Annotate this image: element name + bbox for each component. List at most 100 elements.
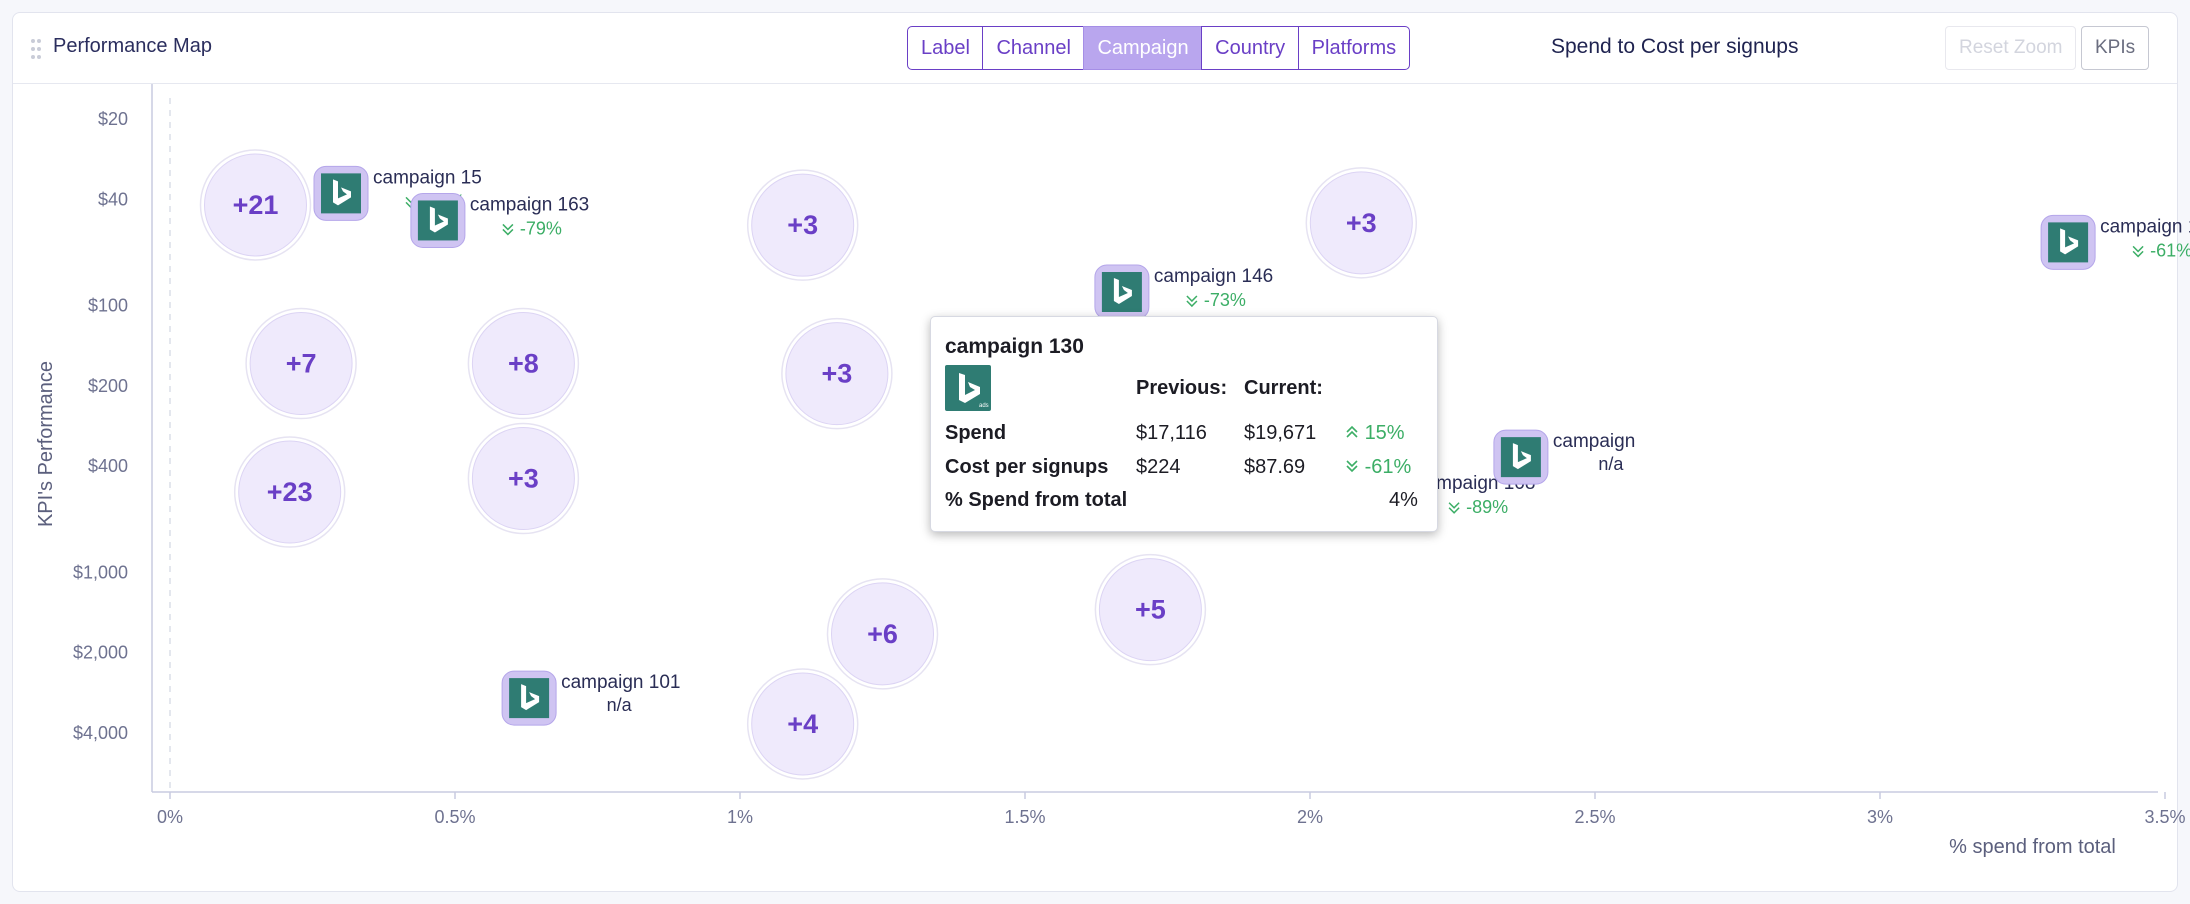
cluster-ring xyxy=(233,436,346,548)
y-axis-label: KPI's Performance xyxy=(35,361,57,527)
tab-platforms[interactable]: Platforms xyxy=(1297,26,1411,70)
x-tick-label: 2.5% xyxy=(1574,807,1615,827)
point-change: -61% xyxy=(2150,240,2190,260)
y-tick-label: $200 xyxy=(88,376,128,396)
campaign-tooltip: campaign 130 ads Previous: Current: Spen… xyxy=(930,316,1438,532)
tooltip-change: -61% xyxy=(1345,456,1411,479)
tab-label[interactable]: Label xyxy=(907,26,984,70)
cluster-circle xyxy=(471,312,575,416)
bing-logo-glyph xyxy=(2060,228,2079,255)
y-tick-label: $1,000 xyxy=(73,562,128,582)
bing-logo-glyph xyxy=(429,206,448,233)
tooltip-share-label: % Spend from total xyxy=(945,489,1128,511)
point-label: campaign 15 xyxy=(373,167,482,188)
cluster-bubble[interactable]: +3 xyxy=(1305,167,1418,279)
y-tick-label: $40 xyxy=(98,189,128,209)
cluster-count: +7 xyxy=(286,349,317,379)
chevron-double-down-icon xyxy=(1448,502,1460,514)
x-tick-label: 1.5% xyxy=(1004,807,1045,827)
cluster-ring xyxy=(245,307,357,420)
group-by-tabs: Label Channel Campaign Country Platforms xyxy=(907,26,1411,70)
bing-ads-icon xyxy=(509,678,550,719)
tab-campaign[interactable]: Campaign xyxy=(1083,26,1203,70)
bing-ads-icon xyxy=(321,173,361,214)
campaign-point[interactable]: campaign 130 -61% xyxy=(2040,214,2190,270)
chevron-double-down-icon xyxy=(1346,460,1358,473)
cluster-ring xyxy=(199,149,312,261)
cluster-circle xyxy=(831,582,934,686)
cluster-bubble[interactable]: +6 xyxy=(826,578,939,690)
campaign-point[interactable]: campaign 163 -79% xyxy=(410,192,589,248)
cluster-circle xyxy=(204,153,307,257)
y-tick-label: $4,000 xyxy=(73,723,128,743)
tooltip-share-value: 4% xyxy=(1389,489,1418,511)
cluster-circle xyxy=(751,672,855,776)
point-label: campaign 101 xyxy=(561,672,680,693)
x-axis-label: % spend from total xyxy=(1949,836,2116,858)
chevron-double-down-icon xyxy=(502,223,514,236)
y-tick-label: $400 xyxy=(88,456,128,476)
chevron-double-down-icon xyxy=(1186,295,1198,308)
bing-logo-glyph xyxy=(521,684,540,711)
chevron-double-down-icon xyxy=(2132,245,2144,258)
tooltip-current-value: $87.69 xyxy=(1244,456,1306,478)
tooltip-change-value: 15% xyxy=(1364,422,1405,444)
cluster-circle xyxy=(751,173,855,277)
cluster-circle xyxy=(249,312,353,416)
card-title: Performance Map xyxy=(53,35,212,57)
bing-ads-icon xyxy=(1101,272,1142,313)
cluster-ring xyxy=(746,668,859,780)
cluster-bubble[interactable]: +3 xyxy=(781,317,893,430)
bing-logo-glyph xyxy=(333,179,351,206)
cluster-bubble[interactable]: +4 xyxy=(746,668,859,780)
tooltip-row-label: Cost per signups xyxy=(945,456,1109,478)
cluster-circle xyxy=(238,440,342,544)
tooltip-title: campaign 130 xyxy=(945,335,1084,358)
chart-title: Spend to Cost per signups xyxy=(1551,35,1799,58)
cluster-bubble[interactable]: +8 xyxy=(467,307,580,420)
cluster-count: +21 xyxy=(233,190,279,220)
x-tick-label: 3% xyxy=(1867,807,1893,827)
tooltip-current-value: $19,671 xyxy=(1244,422,1317,444)
cluster-count: +6 xyxy=(867,619,898,649)
cluster-ring xyxy=(1094,553,1207,666)
reset-zoom-button[interactable]: Reset Zoom xyxy=(1945,26,2077,70)
cluster-ring xyxy=(781,317,893,430)
cluster-count: +3 xyxy=(508,464,539,494)
cluster-ring xyxy=(467,307,580,420)
tab-country[interactable]: Country xyxy=(1201,26,1300,70)
tooltip-previous-value: $224 xyxy=(1136,456,1181,478)
bing-ads-icon xyxy=(417,200,458,241)
cluster-bubble[interactable]: +3 xyxy=(467,422,580,535)
cluster-count: +3 xyxy=(822,359,853,389)
cluster-count: +3 xyxy=(787,210,818,240)
bing-logo-glyph xyxy=(1113,278,1132,305)
point-change: -79% xyxy=(520,218,562,238)
campaign-point[interactable]: campaign 146 -73% xyxy=(1094,264,1273,320)
cluster-bubble[interactable]: +7 xyxy=(245,307,357,420)
x-tick-label: 2% xyxy=(1297,807,1323,827)
bing-ads-icon xyxy=(1500,437,1541,478)
card-header: Performance Map Label Channel Campaign C… xyxy=(13,13,2177,84)
chevron-double-up-icon xyxy=(1346,425,1358,438)
cluster-count: +5 xyxy=(1135,595,1166,625)
point-label: campaign 163 xyxy=(470,194,589,215)
kpis-button[interactable]: KPIs xyxy=(2081,26,2150,70)
tooltip-change: 15% xyxy=(1345,422,1405,445)
x-tick-label: 3.5% xyxy=(2144,807,2185,827)
cluster-bubble[interactable]: +21 xyxy=(199,149,312,261)
drag-handle-icon[interactable] xyxy=(31,39,41,63)
point-change: -73% xyxy=(1204,290,1246,310)
cluster-bubble[interactable]: +23 xyxy=(233,436,346,548)
point-change: n/a xyxy=(607,695,633,715)
cluster-bubble[interactable]: +3 xyxy=(746,169,859,281)
tooltip-row-label: Spend xyxy=(945,422,1007,444)
tooltip-change-value: -61% xyxy=(1364,456,1412,478)
cluster-bubble[interactable]: +5 xyxy=(1094,553,1207,666)
bing-ads-icon xyxy=(2048,222,2089,263)
svg-text:ads: ads xyxy=(979,403,989,409)
cluster-ring xyxy=(1305,167,1418,279)
tab-channel[interactable]: Channel xyxy=(982,26,1085,70)
